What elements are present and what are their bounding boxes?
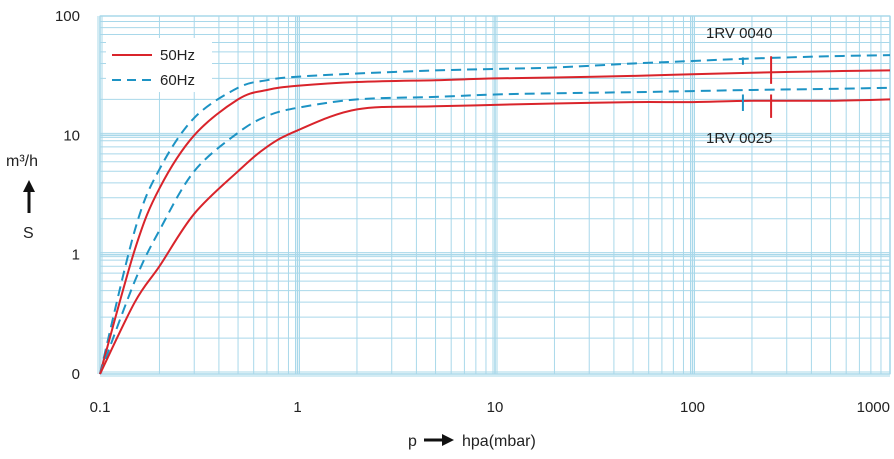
y-axis-symbol: S bbox=[23, 225, 34, 242]
x-tick-label: 1000 bbox=[857, 399, 890, 416]
y-tick-label: 1 bbox=[72, 247, 80, 264]
legend-label-60hz: 60Hz bbox=[160, 72, 195, 89]
y-axis-arrow-icon bbox=[23, 180, 35, 192]
x-axis-arrow-icon bbox=[442, 434, 454, 446]
tick-labels: 0.1 1 10 100 1000 0 1 10 100 bbox=[55, 8, 890, 416]
x-tick-label: 10 bbox=[487, 399, 504, 416]
x-tick-label: 100 bbox=[680, 399, 705, 416]
curve-1rv0040-50hz bbox=[99, 69, 891, 375]
x-tick-label: 1 bbox=[293, 399, 301, 416]
curve-1rv0025-50hz bbox=[99, 98, 891, 375]
y-tick-label: 10 bbox=[63, 127, 80, 144]
model-label-1rv0040: 1RV 0040 bbox=[706, 25, 772, 42]
y-tick-label: 100 bbox=[55, 8, 80, 25]
x-axis-symbol: p bbox=[408, 433, 417, 450]
curves bbox=[99, 54, 891, 375]
grid bbox=[97, 15, 891, 377]
x-axis-unit: hpa(mbar) bbox=[462, 433, 536, 450]
y-axis-unit: m³/h bbox=[6, 153, 38, 170]
legend: 50Hz 60Hz bbox=[106, 38, 212, 92]
model-markers bbox=[741, 56, 773, 118]
y-axis-label: m³/h S bbox=[6, 153, 38, 242]
legend-label-50hz: 50Hz bbox=[160, 47, 195, 64]
x-tick-label: 0.1 bbox=[90, 399, 111, 416]
x-axis-label: p hpa(mbar) bbox=[408, 433, 536, 450]
curve-1rv0040-60hz bbox=[99, 54, 891, 375]
y-tick-label: 0 bbox=[72, 366, 80, 383]
curve-1rv0025-60hz bbox=[99, 86, 891, 375]
legend-background bbox=[106, 38, 212, 92]
model-label-1rv0025: 1RV 0025 bbox=[706, 130, 772, 147]
